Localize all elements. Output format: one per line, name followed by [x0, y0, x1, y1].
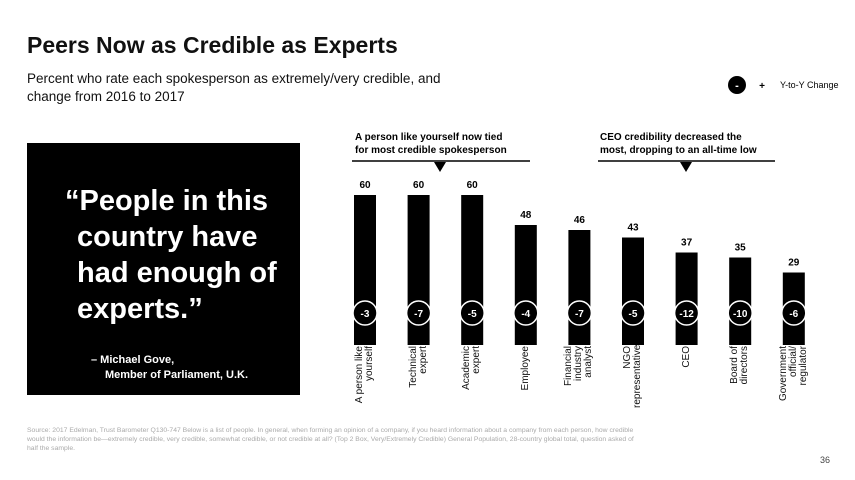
bar — [568, 230, 591, 345]
category-label: CEO — [680, 346, 692, 368]
legend-minus: - — [735, 80, 739, 92]
legend-symbol — [728, 76, 746, 94]
value-label: 48 — [520, 210, 532, 221]
change-label: -3 — [361, 309, 370, 320]
value-label: 43 — [627, 223, 639, 234]
value-label: 37 — [681, 238, 693, 249]
value-label: 60 — [467, 180, 479, 191]
attribution-line: – Michael Gove, — [91, 354, 175, 366]
quote-box: “People in this country have had enough … — [27, 143, 300, 395]
change-label: -7 — [575, 309, 584, 320]
category-label: NGO representative — [622, 344, 643, 408]
attribution-line: Member of Parliament, U.K. — [105, 369, 249, 381]
category-label: Academic expert — [461, 346, 483, 390]
annotation-pointer — [434, 162, 446, 172]
category-label: Financial industry analyst — [563, 346, 595, 387]
category-label: Employee — [519, 346, 531, 391]
bar — [622, 237, 644, 345]
bar — [514, 225, 537, 345]
title: Peers Now as Credible as Experts — [27, 32, 398, 58]
value-label: 46 — [574, 215, 586, 226]
change-label: -10 — [733, 309, 748, 320]
source-note: Source: 2017 Edelman, Trust Barometer Q1… — [27, 427, 634, 452]
category-label: A person like yourself — [354, 346, 375, 404]
change-badge — [513, 300, 539, 326]
change-label: -7 — [414, 309, 423, 320]
page-number: 36 — [820, 455, 831, 465]
bar — [675, 252, 698, 345]
legend-plus: + — [759, 81, 765, 92]
category-label: Government official/ regulator — [777, 346, 809, 402]
annotation-pointer — [680, 162, 692, 172]
change-badge — [781, 300, 807, 326]
value-label: 60 — [359, 180, 371, 191]
change-badge — [566, 300, 593, 326]
category-label: Board of directors — [729, 346, 751, 385]
annotation-text: for most credible spokesperson — [355, 145, 507, 156]
change-badge — [727, 300, 753, 326]
attribution: – Michael Gove, Member of Parliament, U.… — [91, 353, 248, 383]
change-badge — [673, 300, 700, 326]
value-label: 35 — [735, 243, 747, 254]
legend-label: Y-to-Y Change — [780, 80, 839, 90]
annotation-text: A person like yourself now tied — [355, 132, 502, 143]
annotation-text: CEO credibility decreased the — [600, 132, 742, 143]
category-label: Technical expert — [407, 346, 429, 388]
change-badge — [352, 300, 378, 326]
annotation-text: most, dropping to an all-time low — [600, 145, 757, 156]
quote-text: “People in this country have had enough … — [65, 185, 277, 325]
change-label: -5 — [468, 309, 477, 320]
change-badge — [459, 300, 485, 326]
change-badge — [620, 300, 646, 326]
change-label: -6 — [789, 309, 798, 320]
value-label: 29 — [788, 258, 800, 269]
subtitle: Percent who rate each spokesperson as ex… — [27, 71, 441, 104]
value-label: 60 — [413, 180, 425, 191]
change-label: -5 — [629, 309, 638, 320]
change-badge — [405, 300, 432, 326]
change-label: -12 — [679, 309, 694, 320]
change-label: -4 — [521, 309, 530, 320]
